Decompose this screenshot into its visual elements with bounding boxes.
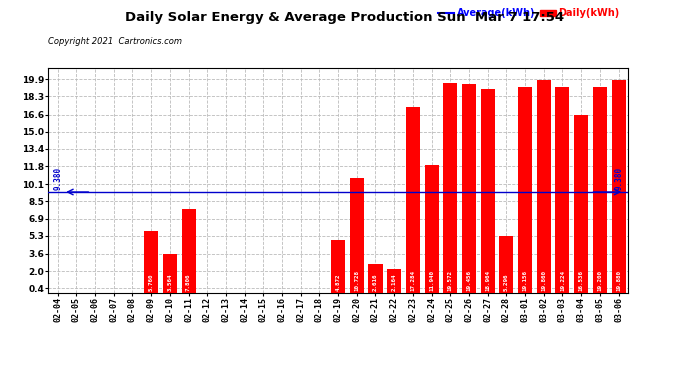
Text: 2.616: 2.616 <box>373 273 378 291</box>
Text: 5.760: 5.760 <box>148 273 154 291</box>
Bar <box>350 177 364 292</box>
Bar <box>368 264 382 292</box>
Bar <box>574 116 588 292</box>
Text: 19.456: 19.456 <box>466 270 471 291</box>
Text: 10.728: 10.728 <box>354 270 359 291</box>
Bar <box>331 240 345 292</box>
Bar <box>593 87 607 292</box>
Text: Daily Solar Energy & Average Production Sun  Mar 7 17:54: Daily Solar Energy & Average Production … <box>126 11 564 24</box>
Bar <box>387 269 401 292</box>
Text: 7.806: 7.806 <box>186 273 191 291</box>
Bar <box>462 84 476 292</box>
Text: 19.880: 19.880 <box>616 270 621 291</box>
Text: 19.200: 19.200 <box>598 270 602 291</box>
Text: 2.164: 2.164 <box>392 273 397 291</box>
Text: 9.380: 9.380 <box>615 167 624 190</box>
Text: 17.284: 17.284 <box>411 270 415 291</box>
Bar <box>443 83 457 292</box>
Text: 19.572: 19.572 <box>448 270 453 291</box>
Bar <box>144 231 158 292</box>
Bar <box>611 80 626 292</box>
Text: 11.940: 11.940 <box>429 270 434 291</box>
Bar <box>555 87 569 292</box>
Bar <box>537 80 551 292</box>
Bar <box>406 107 420 292</box>
Bar <box>481 89 495 292</box>
Bar <box>500 236 513 292</box>
Bar <box>163 254 177 292</box>
Bar <box>518 87 532 292</box>
Text: 9.380: 9.380 <box>53 167 62 190</box>
Text: Copyright 2021  Cartronics.com: Copyright 2021 Cartronics.com <box>48 38 182 46</box>
Text: 19.224: 19.224 <box>560 270 565 291</box>
Text: 16.536: 16.536 <box>579 270 584 291</box>
Bar <box>181 209 195 292</box>
Bar <box>424 165 439 292</box>
Text: 19.860: 19.860 <box>541 270 546 291</box>
Text: 18.964: 18.964 <box>485 270 490 291</box>
Text: 5.296: 5.296 <box>504 273 509 291</box>
Legend: Average(kWh), Daily(kWh): Average(kWh), Daily(kWh) <box>434 4 623 22</box>
Text: 3.564: 3.564 <box>168 273 172 291</box>
Text: 4.872: 4.872 <box>335 273 341 291</box>
Text: 19.156: 19.156 <box>522 270 528 291</box>
